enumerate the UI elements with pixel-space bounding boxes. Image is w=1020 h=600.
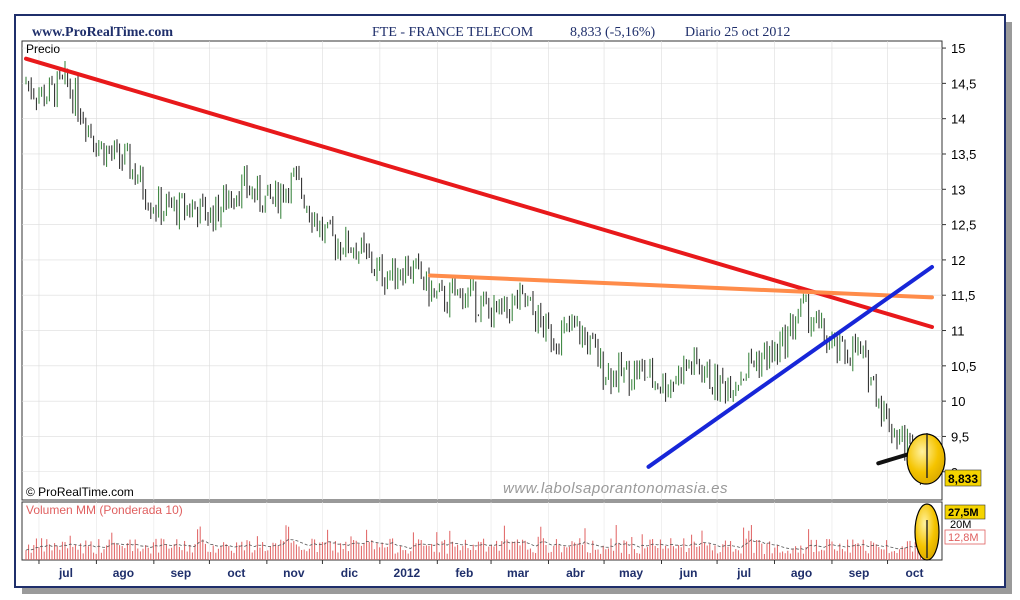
y-tick-label: 12 (951, 253, 965, 268)
x-tick-label: oct (906, 566, 924, 580)
y-tick-label: 10,5 (951, 359, 976, 374)
volume-last-label: 12,8M (948, 532, 979, 544)
x-tick-label: ago (113, 566, 134, 580)
x-tick-label: jul (736, 566, 751, 580)
watermark: www.labolsaporantonomasia.es (503, 480, 728, 497)
x-tick-label: nov (283, 566, 305, 580)
red-downtrend-line (24, 56, 934, 329)
y-tick-label: 13,5 (951, 147, 976, 162)
period-date: Diario 25 oct 2012 (685, 25, 790, 40)
volume-mid-label: 20M (950, 519, 971, 531)
y-tick-label: 12,5 (951, 218, 976, 233)
trendlines (24, 56, 934, 469)
blue-support-line (646, 264, 934, 469)
x-tick-label: jul (58, 566, 73, 580)
x-tick-label: feb (455, 566, 473, 580)
x-tick-label: abr (566, 566, 585, 580)
x-tick-label: 2012 (394, 566, 421, 580)
volume-bars (25, 525, 927, 560)
y-tick-label: 14,5 (951, 76, 976, 91)
x-tick-label: ago (791, 566, 812, 580)
instrument-title: FTE - FRANCE TELECOM (372, 25, 534, 40)
volume-max-tag (944, 504, 986, 520)
volume-max-label: 27,5M (948, 507, 979, 519)
x-tick-label: oct (227, 566, 245, 580)
price-change: 8,833 (-5,16%) (570, 25, 655, 40)
volume-last-tag (944, 529, 986, 545)
x-tick-label: mar (507, 566, 529, 580)
last-bar-highlight (906, 433, 946, 485)
price-grid (22, 41, 942, 500)
copyright-label: © ProRealTime.com (26, 485, 134, 499)
x-tick-label: sep (849, 566, 870, 580)
price-panel-label: Precio (26, 42, 60, 56)
last-price-tag (944, 469, 982, 487)
x-tick-label: jun (678, 566, 697, 580)
volume-panel-label: Volumen MM (Ponderada 10) (26, 503, 183, 517)
price-panel (21, 40, 943, 501)
volume-moving-average (25, 538, 926, 551)
header-bar: www.ProRealTime.com FTE - FRANCE TELECOM… (32, 25, 790, 40)
y-tick-label: 13 (951, 182, 965, 197)
y-tick-label: 11 (951, 324, 965, 339)
site-name[interactable]: www.ProRealTime.com (32, 25, 173, 40)
volume-panel (21, 501, 943, 561)
volume-grid (38, 502, 888, 560)
orange-resistance-line (427, 273, 934, 300)
x-axis: jul ago sep oct nov dic 2012 feb mar abr may jun jul… (38, 560, 924, 580)
y-tick-label: 14 (951, 112, 965, 127)
x-tick-label: sep (170, 566, 191, 580)
last-price-label: 8,833 (948, 472, 978, 486)
y-tick-label: 11,5 (951, 288, 975, 303)
y-tick-label: 10 (951, 394, 965, 409)
x-tick-label: dic (341, 566, 359, 580)
x-tick-label: may (619, 566, 643, 580)
y-tick-label: 15 (951, 41, 965, 56)
y-tick-label: 9,5 (951, 429, 969, 444)
